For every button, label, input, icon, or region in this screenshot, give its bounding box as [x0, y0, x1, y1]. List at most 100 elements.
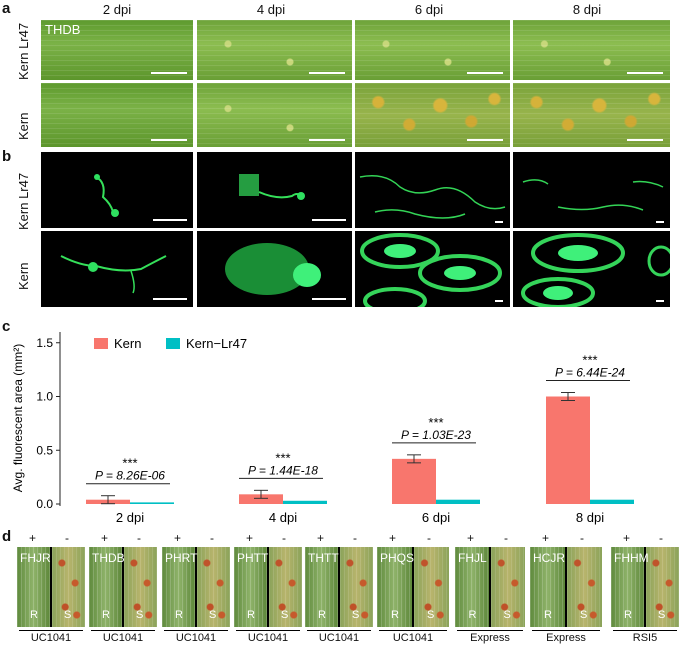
row-label-kern-a: Kern [16, 112, 31, 140]
resistant-leaf-image [17, 547, 50, 627]
row-label-kern-lr47-b: Kern Lr47 [16, 172, 31, 230]
scale-bar [309, 139, 345, 141]
resistant-label: R [624, 609, 632, 621]
y-tick-label: 1.0 [36, 390, 53, 404]
leaf-image-kern-4dpi [197, 83, 352, 147]
leaf-image-kern-6dpi [355, 83, 510, 147]
bar-kern [546, 396, 590, 504]
resistant-mark: + [174, 531, 182, 545]
bar-kern-lr47 [283, 500, 327, 504]
scale-bar [151, 72, 187, 74]
resistant-label: R [391, 609, 399, 621]
susceptible-mark: - [137, 531, 141, 545]
p-value-label: P = 1.44E-18 [248, 463, 318, 477]
isolate-tag: FHHM [614, 551, 649, 565]
x-tick-label: 6 dpi [422, 510, 450, 525]
resistant-leaf-image [89, 547, 122, 627]
susceptible-leaf-image [491, 547, 525, 627]
fungal-hyphae-graphic [94, 174, 187, 221]
susceptible-label: S [352, 609, 360, 621]
image-divider [565, 547, 567, 627]
row-label-kern-b: Kern [16, 262, 31, 290]
row-label-kern-lr47-a: Kern Lr47 [16, 22, 31, 80]
resistant-mark: + [101, 531, 109, 545]
resistant-leaf-image [530, 547, 565, 627]
time-label-6dpi: 6 dpi [414, 2, 444, 17]
legend-label-kern: Kern [114, 336, 141, 351]
significance-stars: *** [122, 456, 137, 471]
susceptible-leaf-image [567, 547, 602, 627]
group-bracket-line [379, 630, 447, 631]
isolate-tag: PHRT [165, 551, 198, 565]
micrograph-kern-lr47-4dpi [197, 152, 352, 228]
susceptible-mark: - [282, 531, 286, 545]
susceptible-leaf-image [414, 547, 449, 627]
group-bracket-line [164, 630, 228, 631]
fungal-hyphae-graphic [60, 255, 187, 300]
scale-bar [627, 72, 663, 74]
group-bracket-line [19, 630, 83, 631]
time-label-8dpi: 8 dpi [572, 2, 602, 17]
susceptible-mark: - [210, 531, 214, 545]
isolate-tag: PHQS [380, 551, 415, 565]
group-bracket-line [307, 630, 371, 631]
micrograph-kern-lr47-8dpi [513, 152, 670, 228]
susceptible-leaf-image [646, 547, 679, 627]
x-tick-label: 8 dpi [576, 510, 604, 525]
resistant-leaf-image [305, 547, 338, 627]
image-divider [267, 547, 269, 627]
resistant-mark: + [623, 531, 631, 545]
susceptible-label: S [281, 609, 289, 621]
susceptible-label: S [64, 609, 72, 621]
resistant-label: R [175, 609, 183, 621]
group-bracket-line [91, 630, 155, 631]
legend-swatch-kern-lr47 [166, 338, 180, 349]
resistant-leaf-image [377, 547, 412, 627]
p-value-label: P = 8.26E-06 [95, 469, 165, 483]
micrograph-kern-4dpi [197, 231, 352, 307]
panel-d-label: d [2, 528, 12, 545]
scale-bar [309, 72, 345, 74]
thdb-tag: THDB [45, 22, 81, 37]
hyphae-network-graphic [522, 179, 664, 223]
susceptible-leaf-image [52, 547, 85, 627]
resistant-leaf-image [455, 547, 489, 627]
bar-kern [239, 494, 283, 504]
resistant-leaf-image [611, 547, 644, 627]
isolate-tag: THTT [308, 551, 339, 565]
significance-stars: *** [582, 353, 597, 368]
p-value-label: P = 6.44E-24 [555, 366, 625, 380]
resistant-label: R [318, 609, 326, 621]
scale-bar [151, 139, 187, 141]
susceptible-mark: - [65, 531, 69, 545]
bar-kern-lr47 [130, 502, 174, 504]
group-bracket-line [236, 630, 300, 631]
resistant-mark: + [246, 531, 254, 545]
susceptible-mark: - [580, 531, 584, 545]
cultivar-caption: UC1041 [30, 632, 72, 644]
time-label-2dpi: 2 dpi [102, 2, 132, 17]
cultivar-caption: Express [546, 632, 586, 644]
bar-kern-lr47 [590, 499, 634, 504]
cultivar-caption: UC1041 [175, 632, 217, 644]
leaf-image-kern-lr47-6dpi [355, 20, 510, 80]
panel-a-label: a [2, 0, 11, 17]
significance-stars: *** [428, 415, 443, 430]
susceptible-label: S [427, 609, 435, 621]
susceptible-label: S [136, 609, 144, 621]
resistant-mark: + [542, 531, 550, 545]
susceptible-leaf-image [340, 547, 373, 627]
isolate-tag: HCJR [533, 551, 565, 565]
isolate-tag: FHJL [458, 551, 487, 565]
significance-stars: *** [275, 450, 290, 465]
bar-kern-lr47 [436, 499, 480, 504]
legend-swatch-kern [94, 338, 108, 349]
y-tick-label: 0.5 [36, 443, 53, 457]
panel-b-label: b [2, 148, 12, 165]
cultivar-caption: UC1041 [392, 632, 434, 644]
susceptible-leaf-image [124, 547, 157, 627]
panel-c-label: c [2, 318, 11, 335]
isolate-tag: THDB [92, 551, 125, 565]
micrograph-kern-6dpi [355, 231, 510, 307]
resistant-mark: + [29, 531, 37, 545]
